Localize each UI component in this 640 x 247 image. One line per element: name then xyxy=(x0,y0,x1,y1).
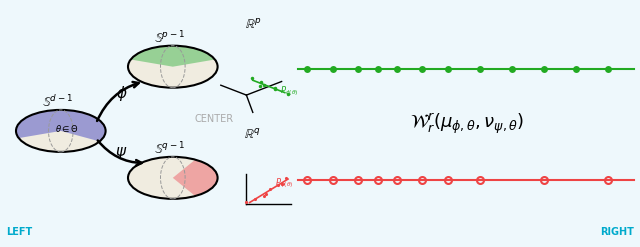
Polygon shape xyxy=(16,110,106,141)
Text: CENTER: CENTER xyxy=(195,114,234,124)
Text: $\theta\in\Theta$: $\theta\in\Theta$ xyxy=(55,123,79,134)
Polygon shape xyxy=(173,160,218,196)
Text: $\mathbb{S}^{d-1}$: $\mathbb{S}^{d-1}$ xyxy=(42,95,73,110)
Text: $\mathbb{R}^p$: $\mathbb{R}^p$ xyxy=(244,18,261,32)
Text: RIGHT: RIGHT xyxy=(600,227,634,237)
Text: $\phi$: $\phi$ xyxy=(116,84,127,103)
Ellipse shape xyxy=(128,46,218,88)
Ellipse shape xyxy=(16,110,106,152)
Ellipse shape xyxy=(128,157,218,199)
Polygon shape xyxy=(131,46,215,67)
Text: $\psi$: $\psi$ xyxy=(115,145,128,161)
Text: $\mathbb{S}^{q-1}$: $\mathbb{S}^{q-1}$ xyxy=(154,141,185,158)
Text: LEFT: LEFT xyxy=(6,227,33,237)
Text: $P_{\psi(\theta)}$: $P_{\psi(\theta)}$ xyxy=(275,177,294,190)
Text: $P_{\phi(\theta)}$: $P_{\phi(\theta)}$ xyxy=(280,85,298,98)
Text: $\mathcal{W}_r^r(\mu_{\phi,\theta}, \nu_{\psi,\theta})$: $\mathcal{W}_r^r(\mu_{\phi,\theta}, \nu_… xyxy=(410,111,524,136)
Text: $\mathbb{R}^q$: $\mathbb{R}^q$ xyxy=(244,128,261,142)
Text: $\mathbb{S}^{p-1}$: $\mathbb{S}^{p-1}$ xyxy=(154,30,185,47)
